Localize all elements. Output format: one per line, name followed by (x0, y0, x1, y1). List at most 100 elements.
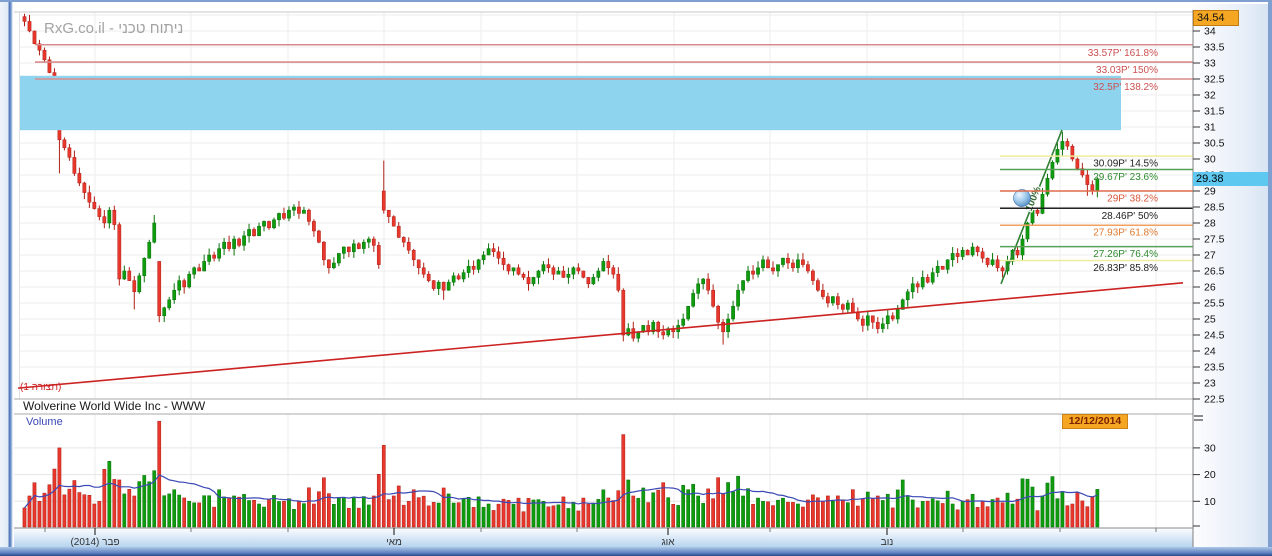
volume-bar (396, 485, 401, 528)
candle-body (521, 273, 526, 278)
volume-bar (322, 477, 326, 528)
fib-extension-label: 33.57P' 161.8% (1088, 48, 1158, 59)
candle-body (566, 273, 571, 278)
candle-body (471, 265, 476, 270)
candle-body (376, 245, 381, 265)
volume-bar (1045, 482, 1050, 528)
candle-body (337, 253, 341, 264)
candle-body (920, 277, 925, 288)
volume-bar (327, 493, 331, 528)
candle-body (990, 259, 995, 265)
candle-body (37, 43, 42, 51)
candle-body (87, 192, 92, 203)
volume-bar (72, 480, 77, 528)
candle-body (571, 267, 576, 275)
candle-body (411, 249, 416, 261)
volume-bar (711, 498, 715, 528)
volume-bar (117, 479, 122, 528)
candle-body (112, 209, 117, 225)
candle-body (317, 230, 321, 243)
fib-retracement-label: 28.46P' 50% (1102, 211, 1159, 222)
volume-bar (985, 506, 990, 528)
candle-body (431, 280, 436, 289)
month-label: (2014) פבר (70, 537, 119, 548)
volume-bar (850, 489, 855, 528)
volume-bar (481, 506, 486, 528)
price-tick-label: 26.5 (1204, 266, 1225, 278)
candle-body (1065, 141, 1070, 147)
candle-body (711, 289, 715, 307)
price-tick-label: 33 (1204, 58, 1216, 70)
candle-body (576, 267, 581, 272)
resistance-band[interactable] (20, 75, 1121, 131)
candle-body (536, 270, 541, 278)
candle-body (177, 280, 182, 291)
candle-body (801, 259, 805, 265)
volume-bar (277, 501, 281, 528)
volume-bar (22, 507, 27, 528)
candle-body (985, 257, 990, 265)
volume-bar (112, 479, 117, 528)
volume-bar (691, 484, 696, 528)
candle-body (157, 261, 162, 317)
candle-body (691, 293, 696, 307)
volume-bar (556, 504, 561, 528)
volume-bar (791, 502, 795, 528)
volume-bar (885, 493, 890, 528)
candle-body (511, 267, 516, 272)
volume-bar (227, 498, 231, 528)
price-tick-label: 31 (1204, 122, 1216, 134)
volume-bar (197, 502, 202, 528)
price-tick-label: 30 (1204, 154, 1216, 166)
volume-bar (252, 499, 256, 528)
candle-body (242, 235, 246, 246)
volume-bar (431, 501, 436, 528)
volume-bar (421, 495, 426, 528)
volume-bar (826, 495, 830, 528)
fib-retracement-label: 27.93P' 61.8% (1093, 228, 1158, 239)
support-trendline[interactable] (17, 282, 1184, 389)
volume-bar (37, 500, 42, 528)
price-tick-label: 23 (1204, 378, 1216, 390)
candle-body (426, 273, 431, 281)
volume-bar (182, 497, 187, 528)
volume-bar (551, 505, 556, 528)
candle-body (481, 254, 486, 261)
volume-bar (282, 500, 286, 528)
volume-bar (1035, 510, 1040, 528)
candle-body (451, 275, 456, 283)
candle-body (561, 270, 566, 278)
volume-bar (995, 497, 1000, 528)
volume-bar (1070, 503, 1075, 528)
candle-body (656, 321, 661, 333)
candle-body (277, 213, 281, 221)
candle-body (696, 283, 700, 294)
volume-bar (945, 490, 950, 528)
ball-marker[interactable] (1013, 189, 1031, 207)
candle-body (786, 257, 790, 264)
candle-body (32, 30, 37, 45)
volume-bar (461, 498, 466, 528)
candle-body (436, 281, 441, 289)
candle-body (461, 272, 466, 280)
volume-bar (92, 503, 97, 528)
volume-bar (187, 501, 192, 528)
volume-bar (292, 509, 296, 528)
volume-bar (766, 501, 770, 528)
candle-body (626, 328, 631, 336)
volume-bar (536, 499, 541, 528)
candle-body (82, 182, 87, 193)
candle-body (182, 280, 187, 288)
candle-body (526, 277, 531, 285)
volume-bar (127, 489, 132, 528)
fibonacci-layer[interactable]: 33.57P' 161.8% 33.03P' 150% 32.5P' 138.2% 3… (35, 43, 1193, 274)
candle-body (267, 221, 271, 229)
price-tick-label: 24 (1204, 346, 1216, 358)
candle-body (282, 213, 286, 219)
candle-body (591, 277, 596, 285)
volume-bar (726, 482, 730, 528)
volume-bar (880, 500, 885, 528)
volume-bar (376, 474, 381, 528)
fib-extension-label: 33.03P' 150% (1096, 65, 1158, 76)
